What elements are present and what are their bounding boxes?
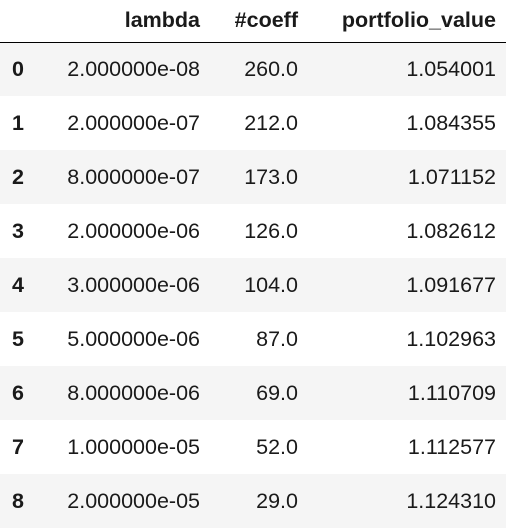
cell-portfolio-value: 1.082612: [406, 218, 496, 243]
cell-lambda: 5.000000e-06: [67, 326, 200, 351]
cell-lambda: 2.000000e-07: [67, 110, 200, 135]
cell-portfolio-value: 1.110709: [407, 380, 496, 405]
row-index: 2: [12, 164, 24, 189]
table-row: 6 8.000000e-06 69.0 1.110709: [0, 366, 506, 420]
column-header-portfolio-value: portfolio_value: [308, 0, 506, 43]
cell-coeff: 52.0: [256, 434, 298, 459]
table-row: 3 2.000000e-06 126.0 1.082612: [0, 204, 506, 258]
cell-portfolio-value: 1.091677: [406, 272, 496, 297]
cell-coeff: 87.0: [256, 326, 298, 351]
cell-portfolio-value: 1.054001: [406, 56, 496, 81]
row-index: 7: [12, 434, 24, 459]
cell-coeff: 173.0: [244, 164, 298, 189]
column-header-coeff: #coeff: [210, 0, 308, 43]
table-row: 8 2.000000e-05 29.0 1.124310: [0, 474, 506, 528]
cell-coeff: 126.0: [244, 218, 298, 243]
row-index: 1: [12, 110, 24, 135]
table-row: 4 3.000000e-06 104.0 1.091677: [0, 258, 506, 312]
row-index: 4: [12, 272, 24, 297]
cell-portfolio-value: 1.112577: [407, 434, 496, 459]
table-row: 0 2.000000e-08 260.0 1.054001: [0, 42, 506, 96]
row-index: 0: [12, 56, 24, 81]
table-header: lambda #coeff portfolio_value: [0, 0, 506, 43]
cell-coeff: 104.0: [244, 272, 298, 297]
column-header-lambda: lambda: [40, 0, 210, 43]
cell-lambda: 8.000000e-06: [67, 380, 200, 405]
cell-lambda: 2.000000e-06: [67, 218, 200, 243]
table-row: 2 8.000000e-07 173.0 1.071152: [0, 150, 506, 204]
cell-lambda: 1.000000e-05: [67, 434, 200, 459]
cell-coeff: 260.0: [244, 56, 298, 81]
cell-lambda: 8.000000e-07: [67, 164, 200, 189]
column-header-index: [0, 0, 40, 43]
row-index: 8: [12, 488, 24, 513]
cell-portfolio-value: 1.124310: [406, 488, 496, 513]
row-index: 5: [12, 326, 24, 351]
header-row: lambda #coeff portfolio_value: [0, 0, 506, 43]
table-body: 0 2.000000e-08 260.0 1.054001 1 2.000000…: [0, 42, 506, 528]
cell-portfolio-value: 1.102963: [406, 326, 496, 351]
cell-lambda: 3.000000e-06: [67, 272, 200, 297]
cell-portfolio-value: 1.084355: [406, 110, 496, 135]
table-row: 5 5.000000e-06 87.0 1.102963: [0, 312, 506, 366]
table-row: 7 1.000000e-05 52.0 1.112577: [0, 420, 506, 474]
table-row: 1 2.000000e-07 212.0 1.084355: [0, 96, 506, 150]
row-index: 3: [12, 218, 24, 243]
cell-lambda: 2.000000e-05: [67, 488, 200, 513]
cell-lambda: 2.000000e-08: [67, 56, 200, 81]
cell-coeff: 212.0: [244, 110, 298, 135]
cell-coeff: 69.0: [256, 380, 298, 405]
row-index: 6: [12, 380, 24, 405]
cell-portfolio-value: 1.071152: [407, 164, 496, 189]
cell-coeff: 29.0: [256, 488, 298, 513]
